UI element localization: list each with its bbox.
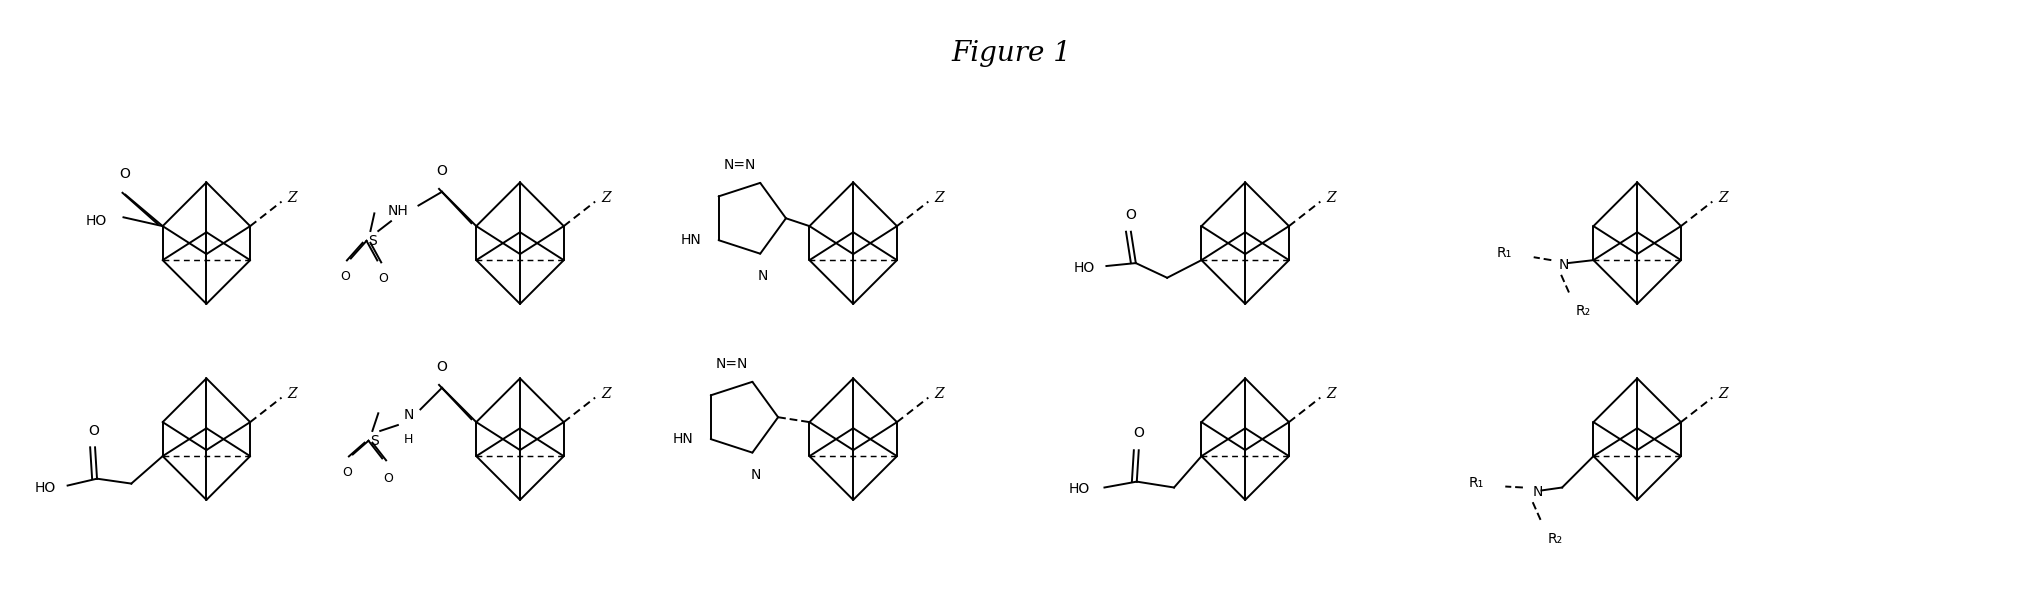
Text: HO: HO	[1068, 482, 1090, 497]
Text: Z: Z	[601, 387, 611, 401]
Text: R₂: R₂	[1575, 304, 1591, 318]
Text: HN: HN	[673, 432, 694, 446]
Text: HO: HO	[1074, 261, 1094, 275]
Text: N: N	[1533, 485, 1543, 500]
Text: HO: HO	[34, 482, 57, 496]
Text: Z: Z	[934, 190, 944, 205]
Text: N: N	[1559, 258, 1569, 272]
Text: R₂: R₂	[1547, 531, 1563, 546]
Text: S: S	[370, 434, 378, 448]
Text: O: O	[1126, 208, 1136, 222]
Text: Z: Z	[1719, 190, 1729, 205]
Text: O: O	[340, 270, 350, 283]
Text: O: O	[1132, 426, 1144, 441]
Text: Z: Z	[287, 387, 297, 401]
Text: Z: Z	[1326, 387, 1337, 401]
Text: S: S	[368, 234, 376, 248]
Text: N: N	[758, 269, 768, 284]
Text: Figure 1: Figure 1	[950, 40, 1072, 67]
Text: R₁: R₁	[1496, 247, 1512, 260]
Text: O: O	[89, 423, 99, 438]
Text: Z: Z	[934, 387, 944, 401]
Text: N=N: N=N	[724, 158, 756, 172]
Text: H: H	[404, 433, 412, 446]
Text: N: N	[750, 468, 760, 482]
Text: N: N	[404, 408, 415, 422]
Text: O: O	[378, 272, 388, 285]
Text: HO: HO	[85, 214, 107, 228]
Text: HN: HN	[679, 233, 702, 247]
Text: O: O	[382, 472, 392, 485]
Text: Z: Z	[1719, 387, 1729, 401]
Text: Z: Z	[287, 190, 297, 205]
Text: Z: Z	[601, 190, 611, 205]
Text: O: O	[437, 164, 447, 178]
Text: O: O	[437, 360, 447, 374]
Text: R₁: R₁	[1468, 476, 1484, 490]
Text: N=N: N=N	[716, 357, 748, 371]
Text: NH: NH	[388, 204, 408, 219]
Text: O: O	[342, 466, 352, 479]
Text: Z: Z	[1326, 190, 1337, 205]
Text: O: O	[119, 167, 129, 181]
